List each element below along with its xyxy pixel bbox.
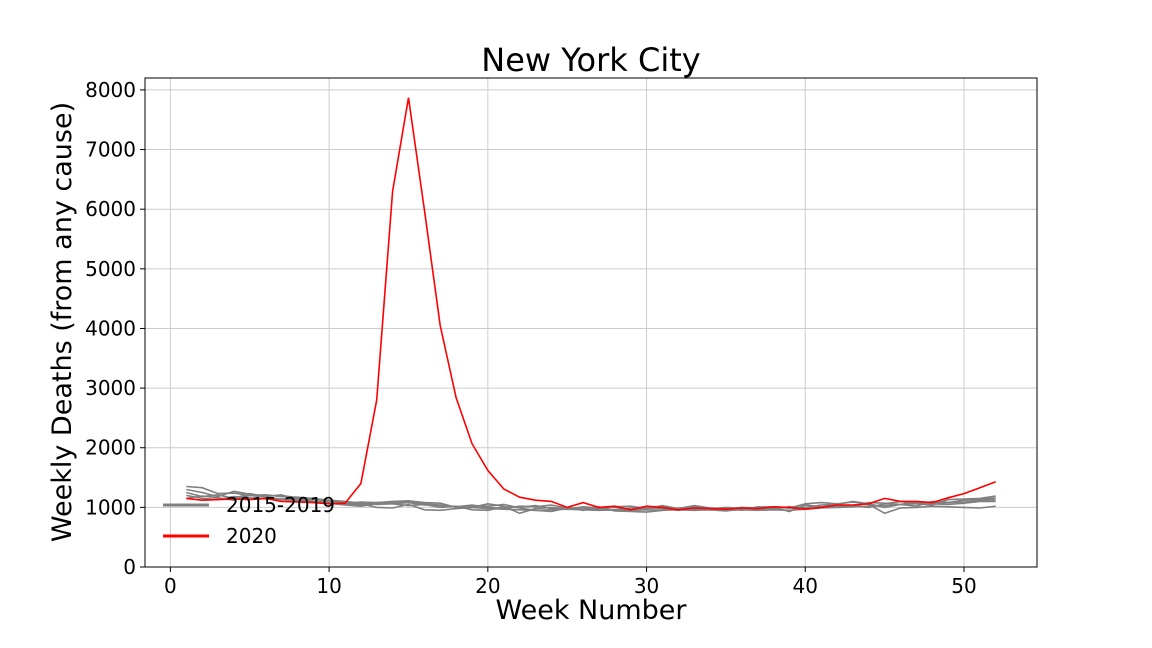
x-tick-label: 20 bbox=[475, 574, 500, 598]
y-tick-label: 1000 bbox=[85, 495, 136, 519]
y-tick-label: 0 bbox=[123, 555, 136, 579]
y-tick-label: 7000 bbox=[85, 138, 136, 162]
legend-label-2015-2019: 2015-2019 bbox=[226, 493, 335, 517]
y-tick-label: 6000 bbox=[85, 197, 136, 221]
legend-label-2020: 2020 bbox=[226, 524, 277, 548]
y-tick-label: 3000 bbox=[85, 376, 136, 400]
ticks-layer: 0 10 20 30 40 50 0 1000 2000 3000 4000 5000 6000 7000… bbox=[85, 78, 977, 598]
x-axis-label: Week Number bbox=[495, 595, 687, 626]
y-tick-label: 4000 bbox=[85, 316, 136, 340]
legend: 2015-2019 2020 bbox=[163, 493, 335, 548]
grid-layer bbox=[145, 78, 1037, 568]
plot-frame bbox=[144, 77, 1038, 568]
y-tick-label: 8000 bbox=[85, 78, 136, 102]
x-tick-label: 40 bbox=[793, 574, 818, 598]
x-tick-label: 50 bbox=[951, 574, 976, 598]
y-axis-label: Weekly Deaths (from any cause) bbox=[47, 102, 78, 542]
x-tick-label: 0 bbox=[164, 574, 177, 598]
series-layer bbox=[186, 97, 996, 515]
y-tick-label: 2000 bbox=[85, 436, 136, 460]
y-tick-label: 5000 bbox=[85, 257, 136, 281]
x-tick-label: 10 bbox=[316, 574, 341, 598]
series-line-2020 bbox=[186, 97, 996, 511]
x-tick-label: 30 bbox=[634, 574, 659, 598]
chart-title: New York City bbox=[481, 41, 700, 79]
